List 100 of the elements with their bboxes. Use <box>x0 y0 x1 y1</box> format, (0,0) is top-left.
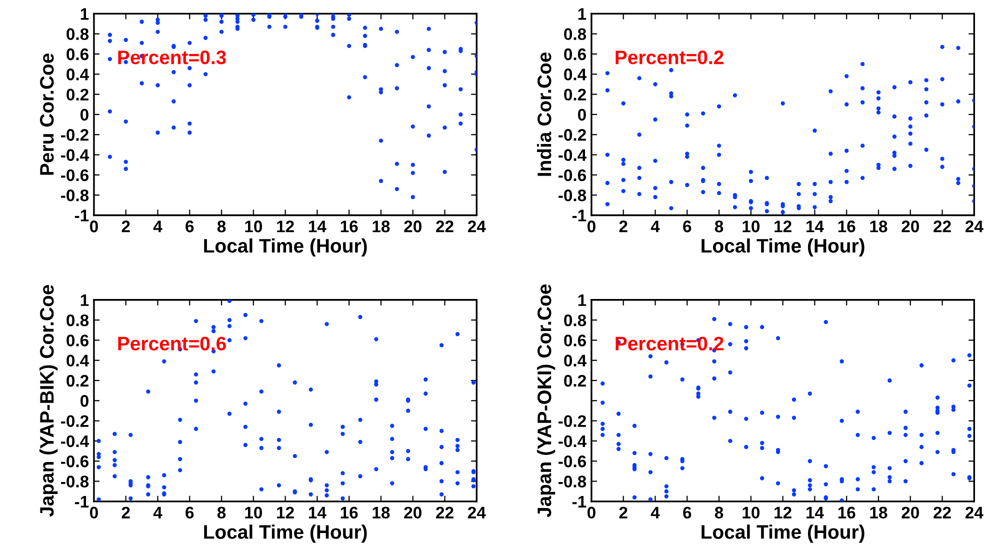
x-tick-label: 14 <box>806 220 824 232</box>
x-tick-label: 10 <box>245 220 262 232</box>
y-tick-label: -0.4 <box>61 435 90 448</box>
x-tick-label: 6 <box>186 220 194 232</box>
y-tick-label: 0 <box>578 108 586 121</box>
x-tick-label: 0 <box>90 506 98 519</box>
x-tick-label: 8 <box>217 506 226 519</box>
x-tick-label: 24 <box>965 506 984 518</box>
y-tick-label: -0.6 <box>558 169 586 182</box>
y-tick-label: -0.6 <box>61 456 88 468</box>
x-tick-label: 20 <box>902 220 919 232</box>
x-tick-label: 6 <box>683 220 692 232</box>
y-tick-label: 0.2 <box>66 374 88 387</box>
x-tick-label: 12 <box>774 506 792 518</box>
x-axis-title: Local Time (Hour) <box>702 524 864 543</box>
y-tick-label: 0.4 <box>66 354 90 367</box>
x-tick-label: 4 <box>650 506 660 518</box>
y-tick-label: 0.6 <box>66 48 88 60</box>
y-tick-label: -0.4 <box>558 149 587 161</box>
x-tick-label: 18 <box>870 506 888 519</box>
x-tick-label: 4 <box>153 506 162 518</box>
x-tick-label: 10 <box>742 220 760 232</box>
x-tick-label: 10 <box>245 506 262 519</box>
x-tick-label: 16 <box>838 220 856 232</box>
x-tick-label: 22 <box>436 506 454 518</box>
y-tick-label: 0 <box>80 395 88 407</box>
y-tick-label: 0.8 <box>564 314 586 326</box>
y-tick-label: 1 <box>578 294 586 306</box>
x-tick-label: 2 <box>619 220 628 232</box>
y-tick-label: 1 <box>578 8 586 20</box>
x-axis-title: Local Time (Hour) <box>702 238 864 257</box>
x-tick-label: 0 <box>587 506 596 519</box>
y-tick-label: 0.8 <box>66 314 89 326</box>
x-tick-label: 6 <box>186 506 194 519</box>
x-axis-title: Local Time (Hour) <box>204 238 367 257</box>
y-tick-label: 0 <box>80 108 88 121</box>
annotation: Percent=0.6 <box>118 336 226 350</box>
y-tick-label: 0.6 <box>564 334 586 346</box>
x-tick-label: 24 <box>468 220 486 232</box>
y-tick-label: -0.2 <box>558 415 586 428</box>
x-tick-label: 22 <box>934 220 951 232</box>
x-tick-label: 8 <box>714 506 724 519</box>
y-tick-label: -0.8 <box>558 189 586 202</box>
y-tick-label: 0.8 <box>564 28 586 40</box>
x-tick-label: 12 <box>277 220 294 232</box>
y-axis-title: India Cor.Coe <box>536 52 552 176</box>
x-tick-label: 22 <box>934 506 951 518</box>
x-tick-label: 18 <box>372 506 390 519</box>
y-tick-label: 0.2 <box>564 88 586 101</box>
y-tick-label: 0.4 <box>66 68 90 80</box>
x-tick-label: 4 <box>650 220 660 232</box>
x-tick-label: 14 <box>308 506 326 518</box>
y-tick-label: 0.6 <box>564 48 586 60</box>
y-tick-label: -0.2 <box>61 129 88 141</box>
x-tick-label: 8 <box>217 220 226 232</box>
y-tick-label: 0.6 <box>66 334 88 346</box>
annotation: Percent=0.2 <box>616 336 724 350</box>
x-tick-label: 16 <box>340 506 358 519</box>
y-tick-label: -0.8 <box>61 476 89 488</box>
y-axis-title: Japan (YAP-OKI) Cor.Coe <box>536 284 556 518</box>
y-tick-label: -0.6 <box>558 456 586 468</box>
y-tick-label: -0.4 <box>558 435 587 448</box>
x-tick-label: 2 <box>619 506 628 518</box>
y-tick-label: 0.2 <box>66 88 88 101</box>
x-tick-label: 12 <box>277 506 294 518</box>
x-tick-label: 0 <box>587 220 596 232</box>
y-tick-label: 1 <box>80 8 89 20</box>
y-tick-label: 0.8 <box>66 28 89 40</box>
y-tick-label: 0.4 <box>564 68 587 80</box>
y-axis-title: Japan (YAP-BIK) Cor.Coe <box>39 284 58 517</box>
x-tick-label: 18 <box>870 220 888 232</box>
x-tick-label: 14 <box>308 220 326 232</box>
y-tick-label: -0.8 <box>558 476 586 488</box>
x-tick-label: 10 <box>742 506 760 519</box>
y-tick-label: -0.2 <box>61 415 88 428</box>
y-tick-label: -1 <box>572 210 586 222</box>
x-tick-label: 16 <box>838 506 856 519</box>
x-tick-label: 6 <box>683 506 692 519</box>
y-tick-label: 1 <box>80 294 89 306</box>
x-tick-label: 20 <box>902 506 919 519</box>
annotation: Percent=0.3 <box>118 50 226 64</box>
x-tick-label: 24 <box>965 220 984 232</box>
y-tick-label: 0.2 <box>564 374 586 387</box>
annotation: Percent=0.2 <box>616 50 724 64</box>
x-tick-label: 2 <box>122 220 130 232</box>
y-tick-label: -0.2 <box>558 129 586 141</box>
x-tick-label: 20 <box>404 506 422 519</box>
y-tick-label: -1 <box>74 496 89 508</box>
x-tick-label: 8 <box>714 220 724 232</box>
x-tick-label: 2 <box>122 506 130 518</box>
x-tick-label: 0 <box>90 220 98 232</box>
x-tick-label: 22 <box>436 220 454 232</box>
x-tick-label: 24 <box>468 506 486 518</box>
y-tick-label: -1 <box>572 496 586 508</box>
x-tick-label: 14 <box>806 506 824 518</box>
x-tick-label: 18 <box>372 220 390 232</box>
x-axis-title: Local Time (Hour) <box>204 524 367 543</box>
x-tick-label: 12 <box>774 220 792 232</box>
y-tick-label: -0.6 <box>61 169 88 182</box>
y-tick-label: 0.4 <box>564 354 587 367</box>
